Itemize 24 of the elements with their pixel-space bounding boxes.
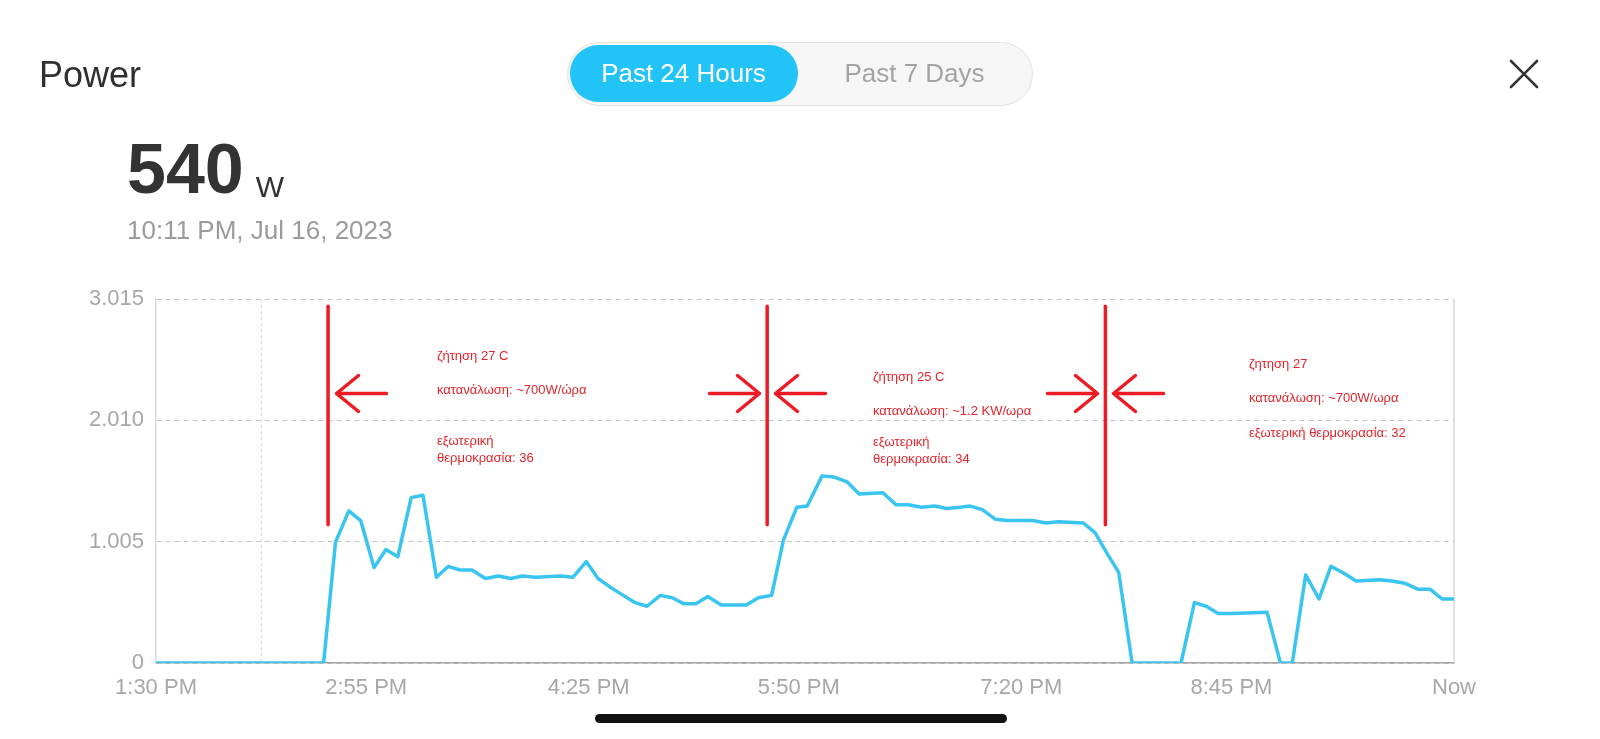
annotation: ζήτηση 27 C	[437, 347, 509, 364]
y-tick-label: 1.005	[88, 527, 144, 553]
chart-subtitle: 10:11 PM, Jul 16, 2023	[127, 215, 393, 245]
x-tick-label: 4:25 PM	[547, 674, 630, 700]
annotation: ζητηση 27	[1249, 355, 1308, 372]
chart-title: Power	[39, 54, 142, 95]
annotation: εξωτερική θερμοκρασία: 36	[437, 432, 534, 466]
x-tick-label: 5:50 PM	[757, 674, 840, 700]
annotation: κατανάλωση: ~700W/ώρα	[437, 381, 587, 398]
annotation: εξωτερική θερμοκρασία: 32	[1249, 424, 1406, 441]
y-tick-label: 0	[131, 649, 144, 675]
x-tick-label: Now	[1431, 674, 1477, 700]
annotation: κατανάλωση: ~700W/ωρα	[1249, 389, 1399, 406]
y-tick-label: 3.015	[88, 285, 144, 311]
text: 540 W	[127, 130, 285, 208]
annotation: εξωτερική θερμοκρασία: 34	[873, 433, 970, 467]
y-tick-label: 2.010	[88, 406, 144, 432]
x-tick-label: 8:45 PM	[1190, 674, 1273, 700]
x-tick-label: 2:55 PM	[325, 674, 408, 700]
segmented-control: Past 24 Hours Past 7 Days	[567, 42, 1033, 106]
x-tick-label: 1:30 PM	[115, 674, 197, 700]
annotation: κατανάλωση: ~1.2 KW/ωρα	[873, 402, 1032, 419]
annotation: ζήτηση 25 C	[873, 368, 945, 385]
x-tick-label: 7:20 PM	[980, 674, 1063, 700]
